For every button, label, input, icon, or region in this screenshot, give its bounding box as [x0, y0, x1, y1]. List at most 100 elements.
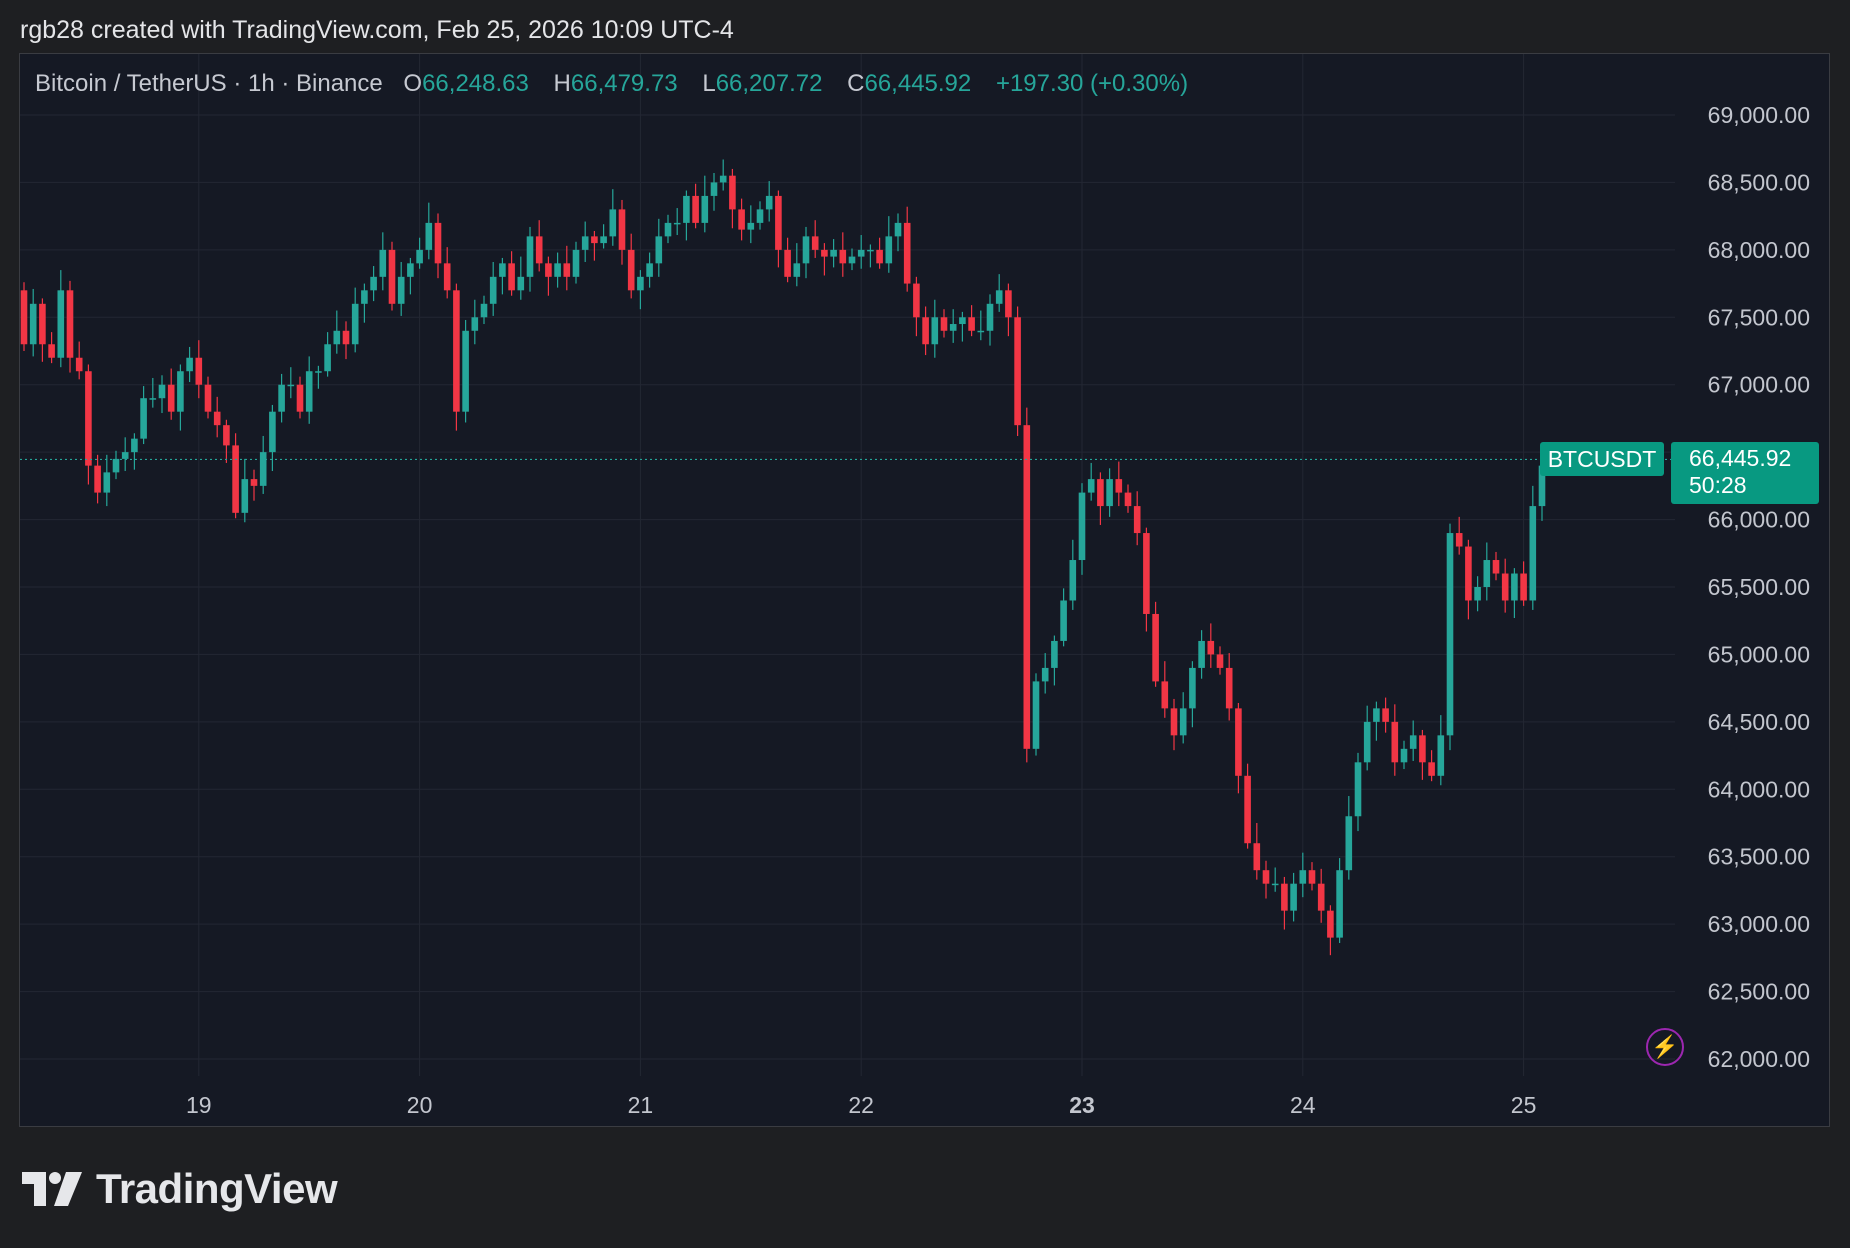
candle-body: [167, 384, 175, 412]
candle-body: [232, 445, 239, 513]
candle-body: [1446, 533, 1454, 736]
y-tick-label: 68,500.00: [1708, 169, 1810, 195]
x-tick-label: 24: [1290, 1092, 1316, 1118]
candle-body: [784, 249, 791, 277]
candle-body: [305, 371, 313, 412]
candle-body: [903, 222, 911, 284]
candle-body: [1170, 708, 1178, 736]
change-value: +197.30 (+0.30%): [995, 70, 1189, 97]
candle-body: [692, 195, 699, 223]
candle-body: [324, 344, 331, 372]
candle-body: [1225, 667, 1233, 709]
candlestick-chart[interactable]: 62,000.00 62,500.00 63,000.00 63,500.00 64,0…: [20, 54, 1830, 1127]
y-tick-label: 63,000.00: [1708, 911, 1810, 937]
candle-body: [186, 357, 193, 372]
candle-body: [471, 317, 479, 331]
candle-body: [94, 465, 101, 493]
candle-body: [922, 317, 929, 345]
x-tick-label: 20: [407, 1092, 433, 1118]
candle-body: [1244, 775, 1251, 844]
candle-body: [526, 236, 534, 277]
candle-body: [1124, 492, 1132, 507]
candle-body: [351, 303, 359, 345]
candle-body: [830, 249, 837, 257]
candle-body: [563, 263, 571, 277]
candle-body: [811, 236, 819, 250]
lightning-icon[interactable]: ⚡: [1646, 1028, 1684, 1066]
candle-body: [821, 249, 828, 257]
candle-body: [407, 263, 414, 277]
candle-body: [738, 209, 745, 230]
candle-body: [1327, 910, 1334, 938]
candle-body: [241, 479, 249, 513]
chart-pane[interactable]: 62,000.00 62,500.00 63,000.00 63,500.00 64,0…: [19, 53, 1830, 1127]
candle-body: [149, 398, 157, 400]
candle-body: [729, 175, 736, 210]
candle-body: [517, 276, 525, 291]
candle-body: [977, 330, 985, 333]
y-tick-label: 63,500.00: [1708, 844, 1810, 870]
candle-body: [499, 263, 506, 277]
candle-body: [397, 276, 405, 304]
candle-body: [968, 317, 975, 331]
candle-body: [1198, 640, 1205, 668]
candle-body: [876, 249, 883, 264]
candle-body: [885, 236, 893, 264]
y-tick-label: 68,000.00: [1708, 237, 1810, 263]
candle-body: [296, 384, 304, 412]
candle-body: [315, 371, 322, 373]
candle-body: [646, 263, 653, 277]
candle-body: [434, 222, 442, 264]
candle-body: [1400, 748, 1408, 763]
candle-body: [443, 263, 451, 291]
candle-body: [416, 249, 423, 264]
candle-body: [223, 425, 230, 446]
candle-body: [1271, 883, 1279, 886]
candle-body: [425, 222, 433, 250]
candle-body: [1133, 506, 1141, 534]
candle-body: [453, 290, 460, 412]
candle-body: [29, 303, 37, 345]
candle-body: [913, 283, 920, 318]
candle-body: [1290, 883, 1297, 911]
candle-body: [1529, 506, 1537, 601]
x-tick-label: 25: [1511, 1092, 1537, 1118]
candle-body: [1087, 479, 1095, 493]
candle-body: [20, 290, 28, 345]
candle-body: [158, 384, 166, 399]
y-tick-label: 62,500.00: [1708, 979, 1810, 1005]
candle-body: [1115, 479, 1123, 493]
candle-body: [1501, 573, 1509, 601]
candle-body: [627, 249, 635, 291]
candle-body: [66, 290, 74, 358]
candle-body: [1106, 479, 1113, 507]
candle-body: [986, 303, 994, 331]
candle-body: [195, 357, 203, 385]
candle-body: [388, 249, 396, 304]
high-value: 66,479.73: [570, 70, 678, 97]
candle-body: [112, 458, 120, 473]
y-tick-label: 65,000.00: [1708, 641, 1810, 667]
candle-body: [278, 384, 285, 412]
candle-body: [1354, 762, 1362, 817]
candle-body: [269, 411, 276, 453]
candle-body: [857, 249, 865, 257]
candle-body: [1465, 546, 1472, 601]
y-tick-label: 64,000.00: [1708, 776, 1810, 802]
candle-body: [1189, 667, 1196, 709]
candle-body: [581, 236, 589, 250]
candle-body: [1538, 465, 1546, 507]
candle-body: [1492, 560, 1500, 574]
candle-body: [1051, 640, 1058, 668]
candle-body: [131, 438, 138, 453]
candle-body: [48, 344, 55, 358]
candle-body: [959, 317, 966, 325]
candle-body: [1363, 721, 1371, 763]
candle-body: [250, 479, 258, 486]
candle-body: [204, 384, 212, 412]
y-tick-label: 62,000.00: [1708, 1046, 1810, 1072]
candle-body: [1511, 573, 1518, 601]
candle-body: [673, 222, 681, 225]
candle-body: [775, 195, 782, 250]
candle-body: [1014, 317, 1021, 426]
